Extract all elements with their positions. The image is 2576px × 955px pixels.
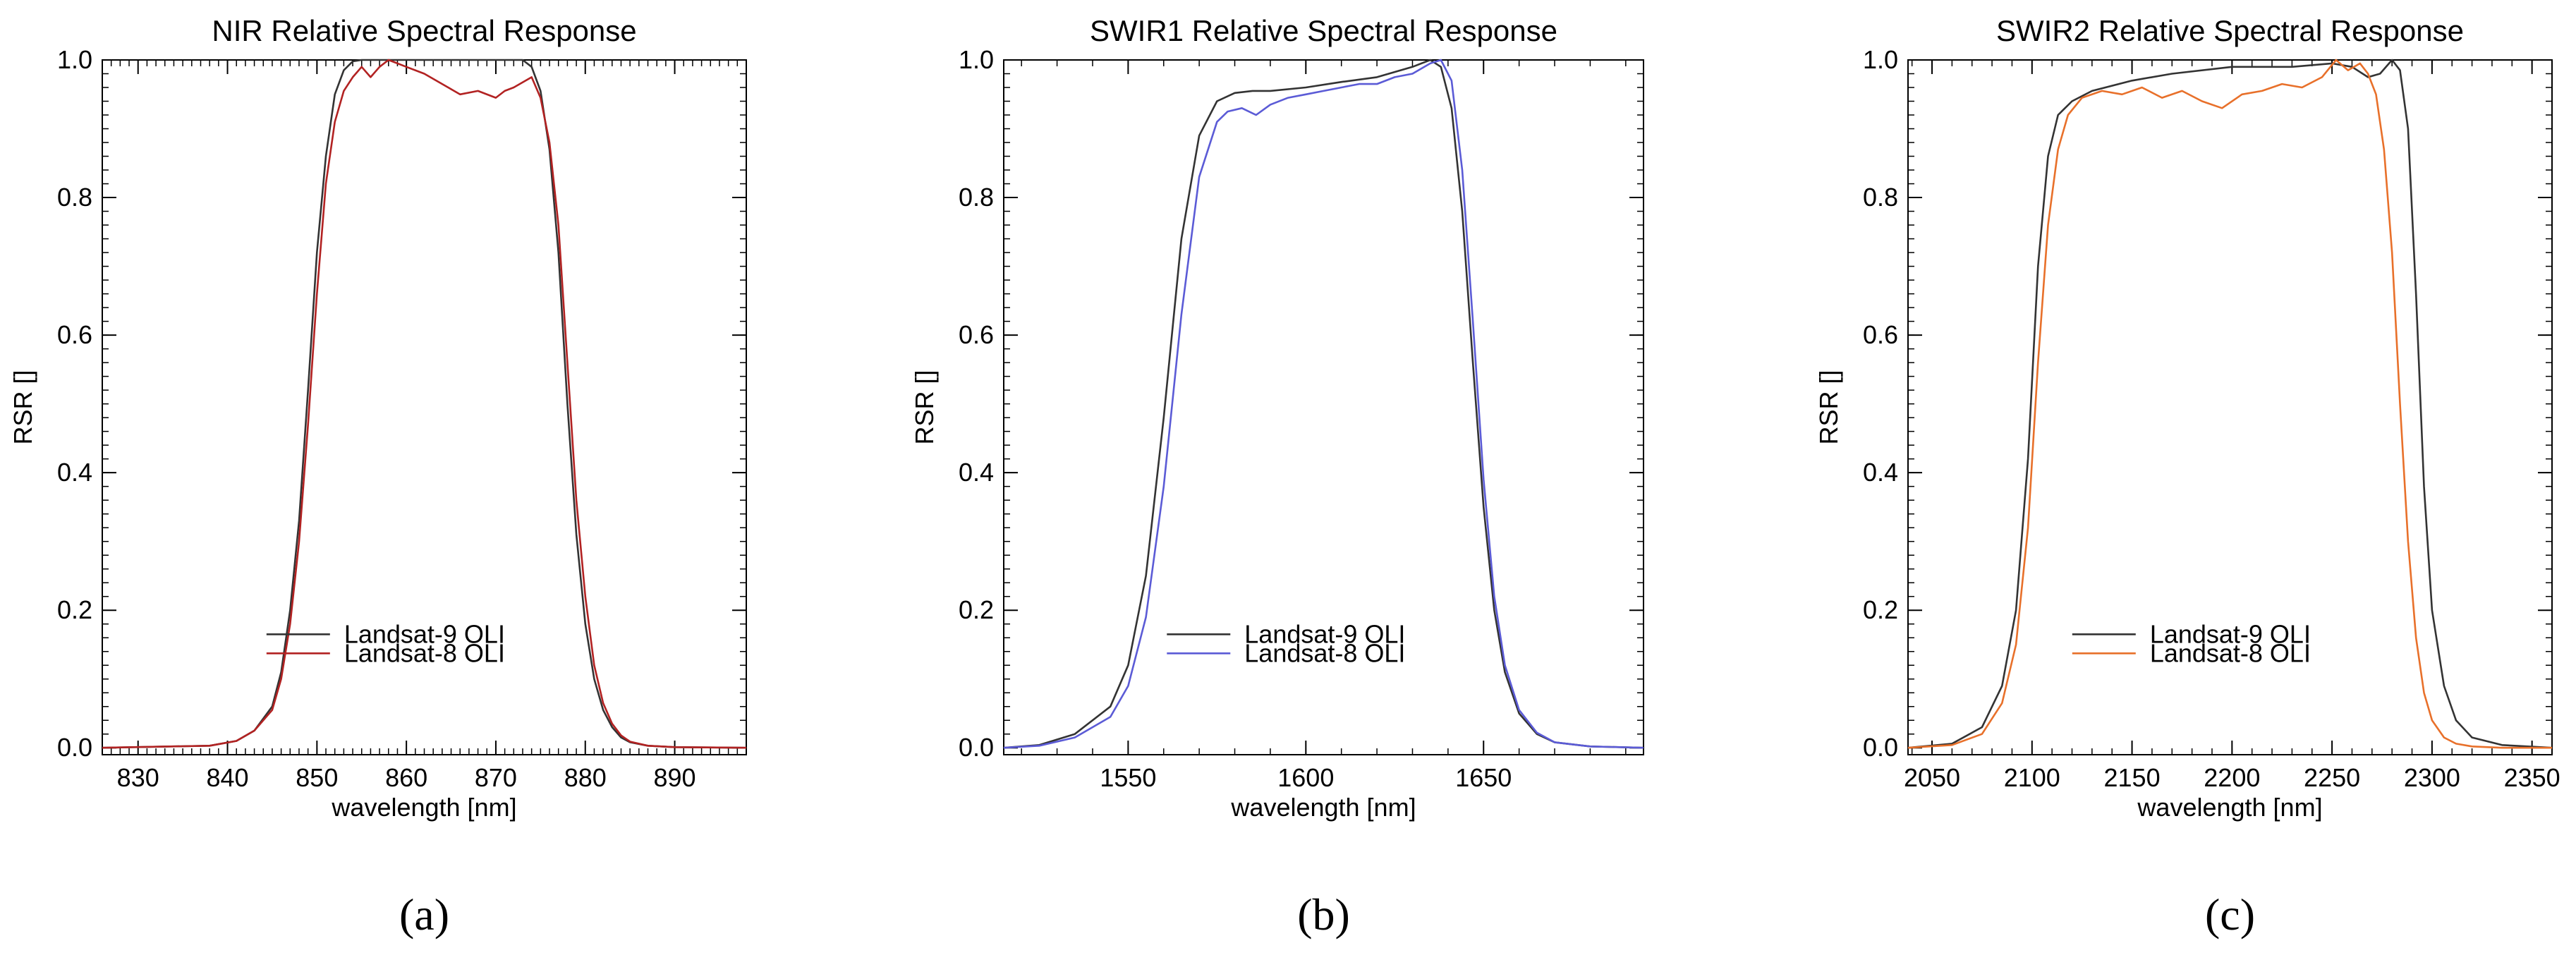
y-tick-label: 0.6 bbox=[1863, 320, 1898, 349]
x-tick-label: 2050 bbox=[1904, 763, 1960, 792]
y-tick-label: 1.0 bbox=[57, 45, 92, 74]
y-tick-label: 0.8 bbox=[57, 183, 92, 212]
y-axis-label: RSR [] bbox=[8, 370, 37, 444]
y-tick-label: 0.2 bbox=[57, 595, 92, 624]
y-tick-label: 0.8 bbox=[959, 183, 994, 212]
y-tick-label: 0.4 bbox=[1863, 458, 1898, 487]
x-tick-label: 2250 bbox=[2304, 763, 2360, 792]
panel-label: (a) bbox=[399, 889, 449, 939]
y-tick-label: 0.0 bbox=[57, 733, 92, 762]
x-tick-label: 840 bbox=[206, 763, 248, 792]
x-tick-label: 830 bbox=[117, 763, 159, 792]
series-line-landsat9 bbox=[1907, 59, 2553, 749]
legend-label: Landsat-8 OLI bbox=[2150, 638, 2311, 667]
series-line-landsat8 bbox=[1003, 59, 1644, 749]
legend-label: Landsat-9 OLI bbox=[344, 619, 505, 648]
x-tick-label: 2300 bbox=[2404, 763, 2460, 792]
panel-label: (b) bbox=[1297, 889, 1350, 939]
chart-title: NIR Relative Spectral Response bbox=[212, 14, 636, 47]
chart-title: SWIR1 Relative Spectral Response bbox=[1090, 14, 1557, 47]
y-tick-label: 0.0 bbox=[959, 733, 994, 762]
x-tick-label: 880 bbox=[564, 763, 607, 792]
x-axis-label: wavelength [nm] bbox=[1230, 793, 1416, 822]
x-tick-label: 860 bbox=[385, 763, 427, 792]
x-tick-label: 2100 bbox=[2004, 763, 2060, 792]
y-tick-label: 0.4 bbox=[57, 458, 92, 487]
y-tick-label: 0.0 bbox=[1863, 733, 1898, 762]
x-tick-label: 1650 bbox=[1455, 763, 1512, 792]
chart-panel: SWIR1 Relative Spectral Response 1550 1600… bbox=[910, 14, 1644, 939]
x-tick-label: 850 bbox=[296, 763, 338, 792]
y-tick-label: 0.6 bbox=[959, 320, 994, 349]
x-tick-label: 890 bbox=[654, 763, 696, 792]
series-line-landsat9 bbox=[102, 59, 747, 749]
y-tick-label: 0.2 bbox=[959, 595, 994, 624]
x-axis-label: wavelength [nm] bbox=[331, 793, 516, 822]
y-tick-label: 1.0 bbox=[1863, 45, 1898, 74]
legend-label: Landsat-9 OLI bbox=[1244, 619, 1405, 648]
x-tick-label: 1550 bbox=[1100, 763, 1156, 792]
chart-panel: NIR Relative Spectral Response 830 840 850 8… bbox=[8, 14, 747, 939]
x-tick-label: 1600 bbox=[1277, 763, 1334, 792]
x-tick-label: 2200 bbox=[2204, 763, 2260, 792]
x-axis-label: wavelength [nm] bbox=[2137, 793, 2322, 822]
y-tick-label: 0.2 bbox=[1863, 595, 1898, 624]
y-tick-label: 0.8 bbox=[1863, 183, 1898, 212]
legend-label: Landsat-9 OLI bbox=[2150, 619, 2311, 648]
y-axis-label: RSR [] bbox=[1814, 370, 1843, 444]
chart-title: SWIR2 Relative Spectral Response bbox=[1996, 14, 2464, 47]
y-tick-label: 0.4 bbox=[959, 458, 994, 487]
legend-label: Landsat-8 OLI bbox=[344, 638, 505, 667]
plot-frame bbox=[1003, 59, 1644, 755]
x-tick-label: 870 bbox=[475, 763, 517, 792]
legend-label: Landsat-8 OLI bbox=[1244, 638, 1405, 667]
series-line-landsat8 bbox=[1907, 59, 2552, 749]
chart-panel: SWIR2 Relative Spectral Response 2050 2100… bbox=[1814, 14, 2560, 939]
x-tick-label: 2350 bbox=[2504, 763, 2560, 792]
y-tick-label: 0.6 bbox=[57, 320, 92, 349]
y-tick-label: 1.0 bbox=[959, 45, 994, 74]
series-line-landsat8 bbox=[102, 59, 747, 749]
plot-frame bbox=[1907, 59, 2553, 755]
y-axis-label: RSR [] bbox=[910, 370, 939, 444]
x-tick-label: 2150 bbox=[2104, 763, 2161, 792]
series-line-landsat9 bbox=[1003, 59, 1644, 749]
panel-label: (c) bbox=[2205, 889, 2255, 939]
